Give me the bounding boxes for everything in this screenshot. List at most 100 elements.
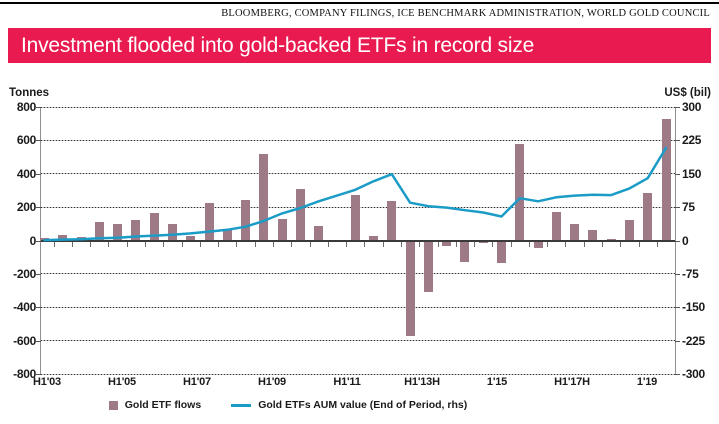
- baseline-tick: [108, 241, 110, 247]
- bar: [588, 230, 598, 241]
- baseline-tick: [620, 241, 622, 247]
- right-axis-tick: [675, 240, 680, 242]
- baseline-tick: [90, 241, 92, 247]
- bar: [497, 240, 506, 264]
- bar: [58, 235, 68, 241]
- x-axis-tick-label: H1'05: [108, 376, 136, 388]
- bar: [460, 240, 470, 262]
- right-axis-tick: [675, 140, 680, 142]
- bar: [551, 211, 561, 241]
- bar: [131, 220, 141, 241]
- plot-area: [40, 106, 675, 375]
- baseline-tick: [528, 241, 530, 247]
- bar: [94, 221, 104, 241]
- bar: [149, 213, 159, 241]
- baseline-tick: [309, 241, 311, 247]
- zero-baseline: [41, 239, 675, 242]
- bar: [369, 235, 379, 241]
- bar: [515, 143, 525, 241]
- bar: [295, 189, 305, 241]
- left-axis-tick-label: -800: [13, 367, 36, 381]
- baseline-tick: [400, 241, 402, 247]
- gridline: [41, 373, 675, 375]
- baseline-tick: [199, 241, 201, 247]
- bar: [533, 240, 543, 249]
- baseline-tick: [236, 241, 238, 247]
- left-axis-tick-label: 200: [16, 200, 36, 215]
- right-axis-tick: [675, 207, 680, 209]
- gridline: [41, 106, 675, 108]
- baseline-tick: [638, 241, 640, 247]
- left-axis-tick-label: 400: [16, 166, 36, 181]
- bar: [661, 118, 671, 241]
- baseline-tick: [583, 241, 585, 247]
- baseline-tick: [163, 241, 165, 247]
- left-axis-tick: [36, 273, 41, 275]
- baseline-tick: [364, 241, 366, 247]
- left-axis-tick-label: 600: [16, 133, 36, 148]
- legend-line-label: Gold ETFs AUM value (End of Period, rhs): [258, 399, 468, 411]
- right-axis-tick-label: 225: [682, 133, 702, 148]
- left-axis-tick-label: -600: [13, 333, 36, 348]
- bar: [186, 235, 196, 241]
- baseline-tick: [254, 241, 256, 247]
- gridline: [41, 340, 675, 342]
- bar: [241, 199, 251, 241]
- bar: [643, 192, 653, 241]
- baseline-tick: [455, 241, 457, 247]
- bar: [442, 240, 452, 246]
- right-axis-tick-label: 75: [682, 200, 695, 215]
- x-axis-tick-label: 1'15: [486, 376, 508, 388]
- x-axis-tick-label: H1'03: [33, 376, 61, 388]
- left-axis-tick-label: -200: [13, 266, 36, 281]
- bar: [314, 226, 324, 241]
- right-axis-tick: [675, 374, 680, 375]
- baseline-tick: [291, 241, 293, 247]
- baseline-tick: [145, 241, 147, 247]
- baseline-tick: [327, 241, 329, 247]
- line-swatch-icon: [231, 403, 252, 407]
- baseline-tick: [382, 241, 384, 247]
- gridline: [41, 306, 675, 308]
- legend-item-aum: Gold ETFs AUM value (End of Period, rhs): [231, 399, 467, 411]
- x-axis-tick-label: 1'19: [636, 376, 658, 388]
- bar: [222, 229, 232, 241]
- right-axis-title: US$ (bil): [664, 87, 711, 99]
- bar: [478, 240, 488, 243]
- baseline-tick: [602, 241, 604, 247]
- left-axis-tick: [36, 107, 41, 108]
- bar: [350, 195, 360, 241]
- legend-item-flows: Gold ETF flows: [108, 399, 201, 411]
- x-axis-tick-label: H1'09: [258, 376, 286, 388]
- right-axis-tick-label: 150: [682, 166, 702, 181]
- bar: [570, 224, 580, 241]
- legend: Gold ETF flows Gold ETFs AUM value (End …: [41, 399, 675, 411]
- right-axis-tick-label: -225: [682, 333, 705, 348]
- left-axis-tick: [36, 173, 41, 175]
- bar: [423, 240, 433, 293]
- bar: [167, 223, 177, 241]
- left-axis-tick-label: 0: [29, 233, 37, 248]
- baseline-tick: [437, 241, 439, 247]
- baseline-tick: [510, 241, 512, 247]
- baseline-tick: [181, 241, 183, 247]
- right-axis-tick: [675, 173, 680, 175]
- left-axis-tick: [36, 307, 41, 309]
- left-axis-tick: [36, 207, 41, 209]
- bar: [405, 240, 415, 337]
- x-axis-tick-label: H1'17H: [554, 376, 590, 388]
- baseline-tick: [474, 241, 476, 247]
- baseline-tick: [419, 241, 421, 247]
- chart-title: Investment flooded into gold-backed ETFs…: [21, 34, 535, 57]
- bar-swatch-icon: [108, 400, 118, 410]
- gridline: [41, 139, 675, 141]
- gridline: [41, 173, 675, 175]
- baseline-tick: [492, 241, 494, 247]
- baseline-tick: [71, 241, 73, 247]
- right-axis-tick-label: -300: [682, 367, 705, 381]
- bar: [387, 201, 397, 241]
- top-rule: [0, 2, 719, 4]
- gridline: [41, 273, 675, 275]
- baseline-tick: [346, 241, 348, 247]
- source-attribution: BLOOMBERG, COMPANY FILINGS, ICE BENCHMAR…: [221, 8, 710, 19]
